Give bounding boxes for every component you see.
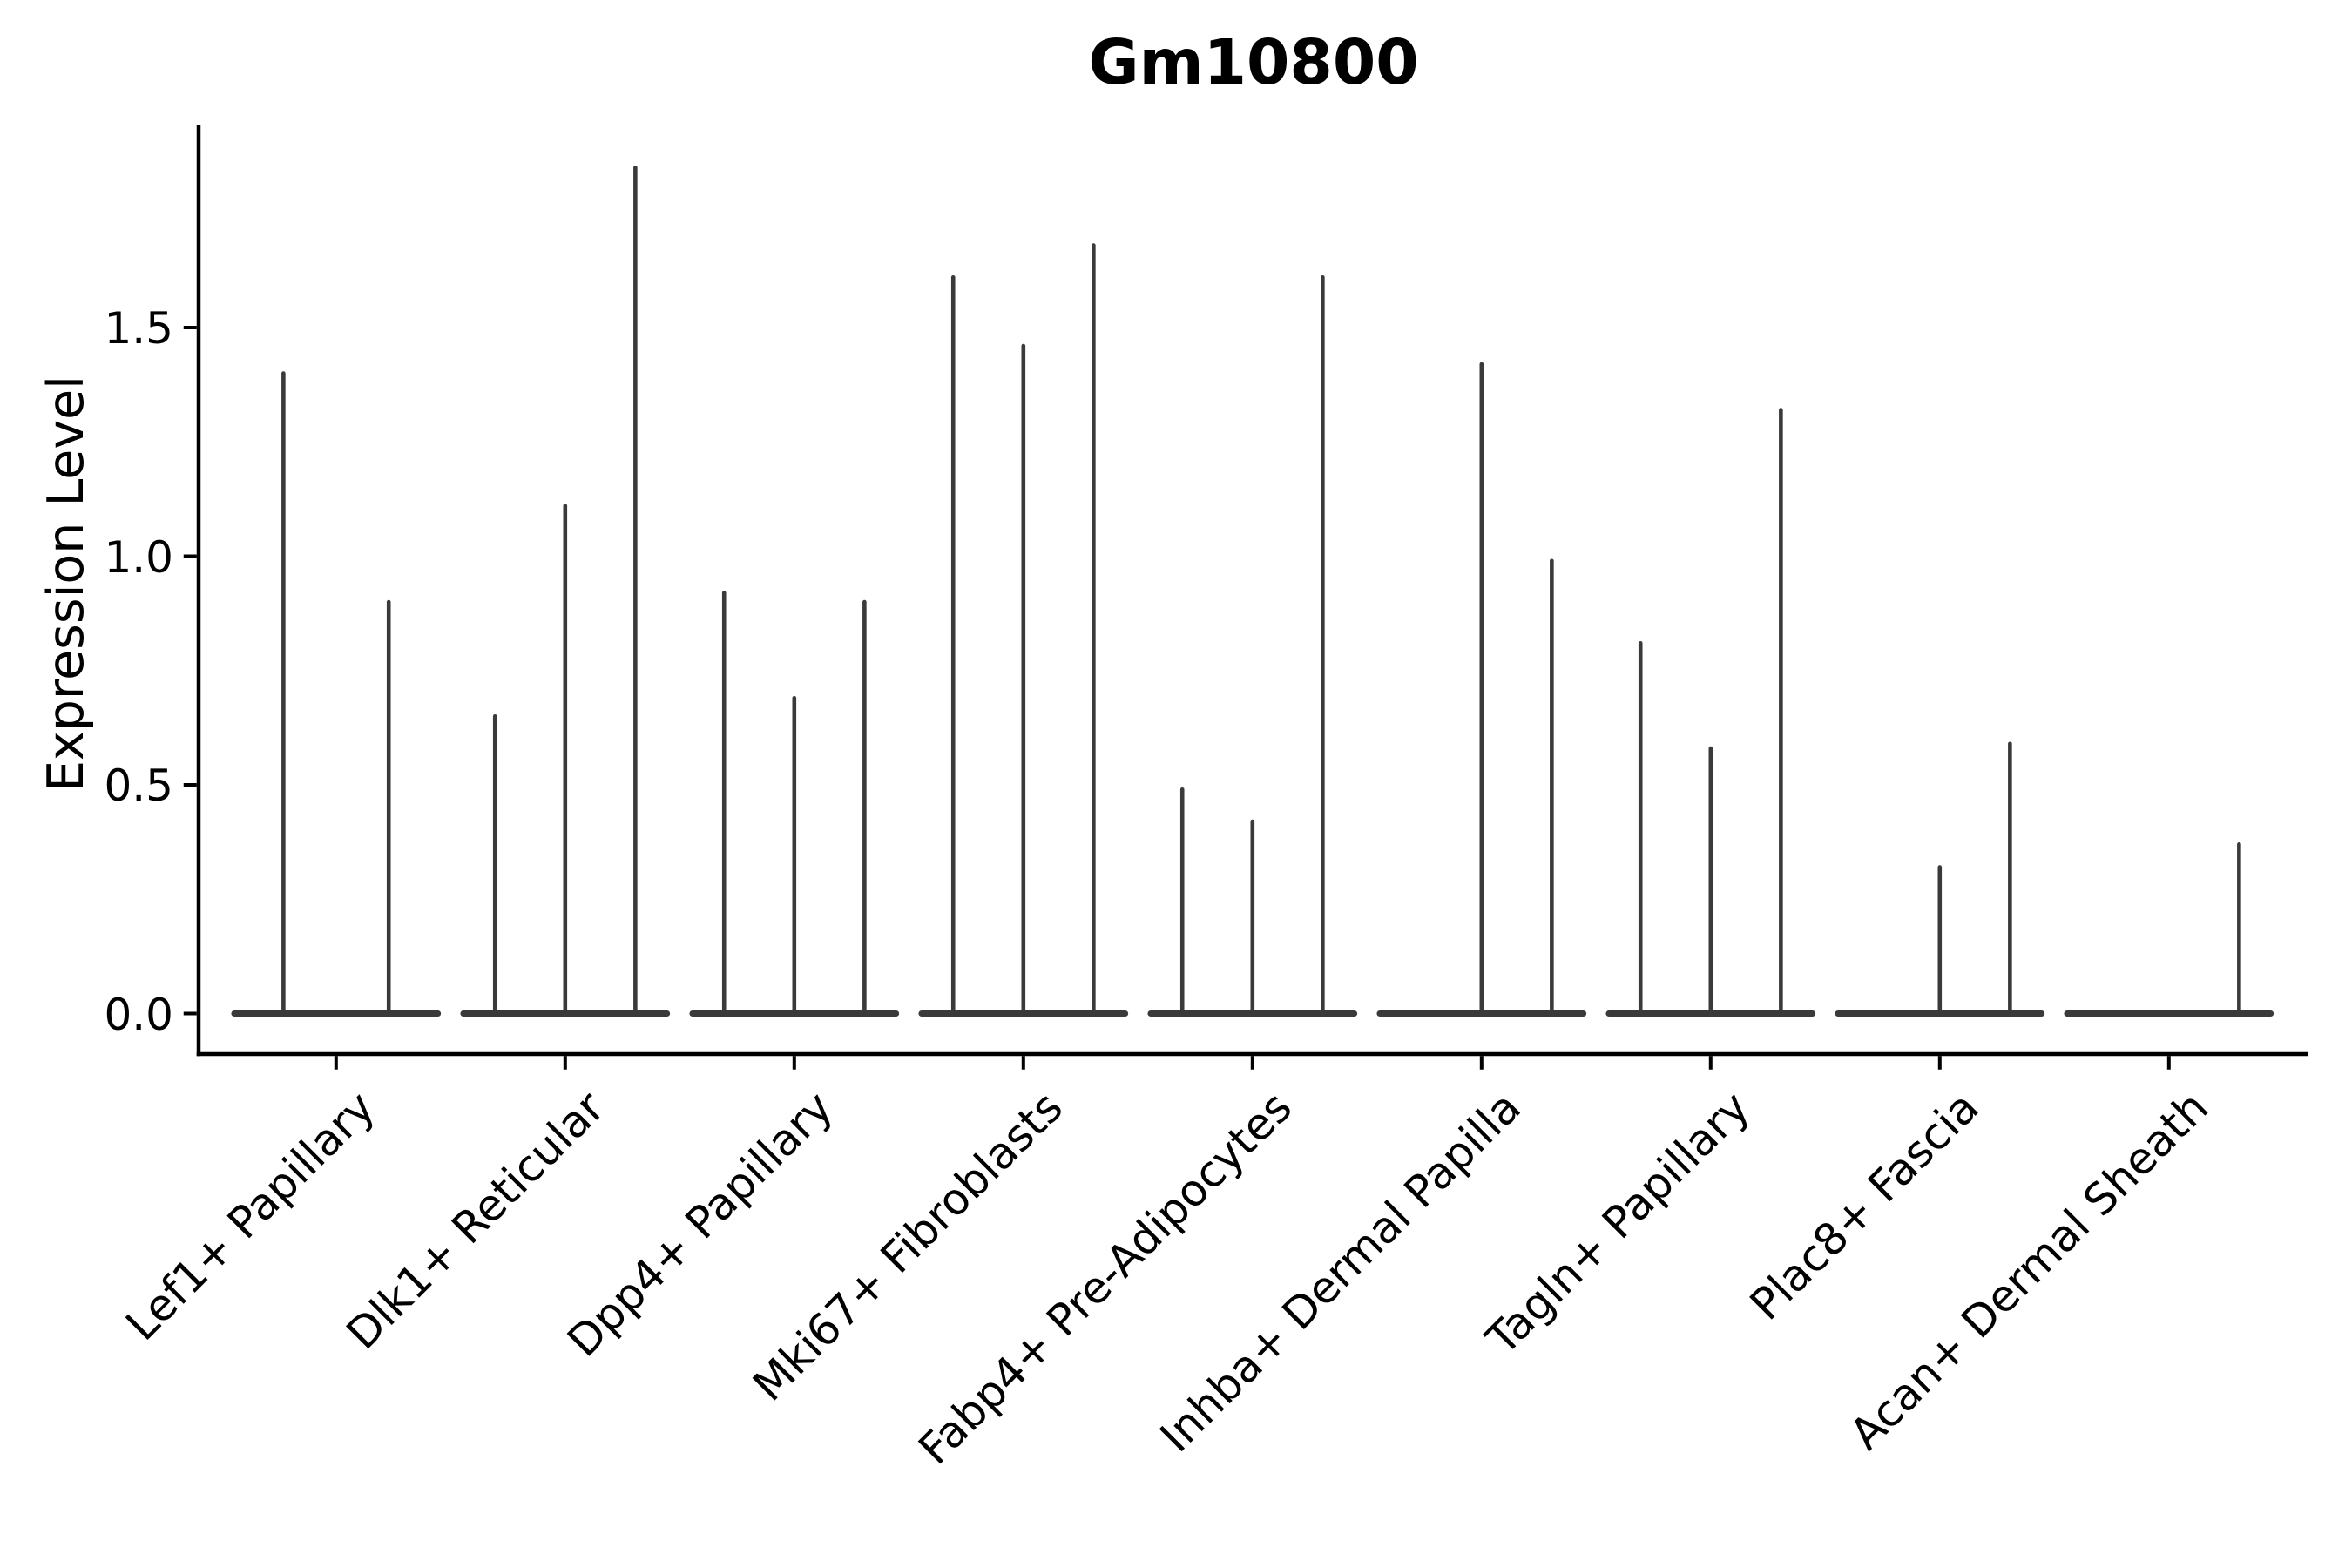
- y-tick-label: 1.0: [104, 531, 173, 583]
- y-tick-label: 0.0: [104, 989, 173, 1040]
- y-tick-label: 0.5: [104, 760, 173, 811]
- plot-title: Gm10800: [1088, 26, 1419, 98]
- y-tick-label: 1.5: [104, 303, 173, 354]
